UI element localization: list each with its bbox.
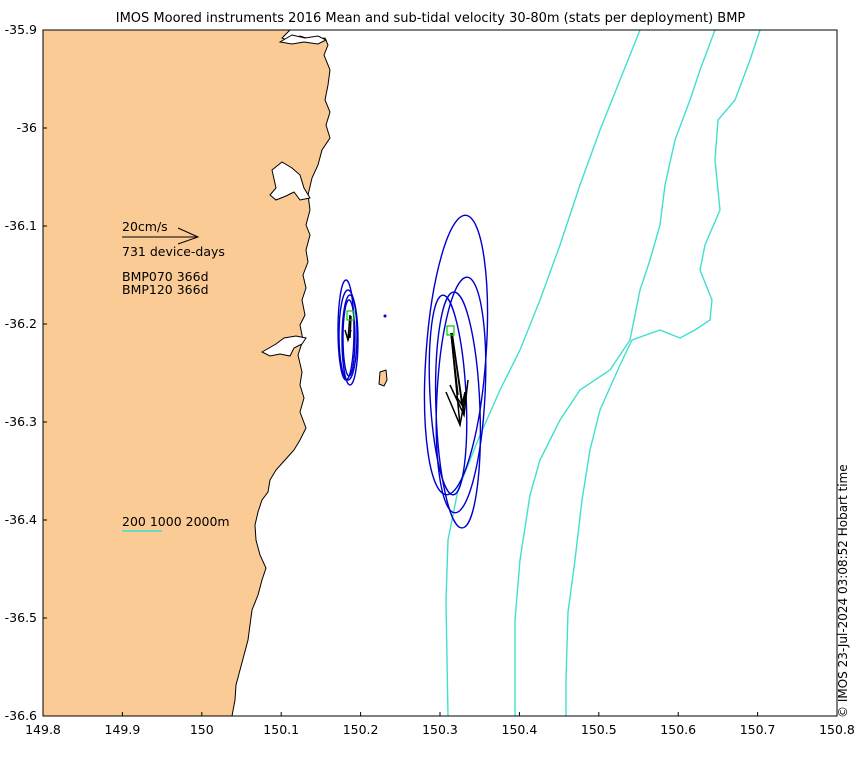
island [378, 369, 388, 387]
x-tick-label: 150.7 [740, 722, 776, 737]
x-tick-label: 150.1 [263, 722, 299, 737]
x-tick-label: 150 [190, 722, 214, 737]
y-tick-label: -36 [17, 120, 37, 135]
isobath-1000m [514, 30, 716, 716]
x-tick-label: 149.8 [25, 722, 61, 737]
inlet-middle [269, 161, 311, 201]
x-tick-label: 150.3 [422, 722, 458, 737]
y-tick-label: -35.9 [5, 22, 37, 37]
x-tick-label: 149.9 [105, 722, 141, 737]
x-tick-label: 150.5 [581, 722, 617, 737]
x-tick-label: 150.8 [819, 722, 855, 737]
legend-scale-arrow [122, 227, 200, 245]
x-axis: 149.8 149.9 150 150.1 150.2 150.3 150.4 150.5 15… [25, 712, 855, 737]
y-tick-label: -36.4 [5, 512, 37, 527]
y-tick-label: -36.6 [5, 708, 37, 723]
coastline-land [43, 30, 331, 716]
site-marker-bmp070 [346, 310, 355, 321]
x-tick-label: 150.4 [502, 722, 538, 737]
variance-ellipses-bmp120 [423, 214, 489, 529]
y-tick-label: -36.2 [5, 316, 37, 331]
credit-text: © IMOS 23-Jul-2024 03:08:52 Hobart time [836, 464, 850, 718]
map-title: IMOS Moored instruments 2016 Mean and su… [115, 11, 746, 26]
isobath-2000m [565, 30, 761, 716]
x-tick-label: 150.6 [660, 722, 696, 737]
legend-deployment-1: BMP070 366d [122, 269, 209, 284]
velocity-arrows-bmp120 [445, 332, 469, 428]
velocity-arrows-bmp070 [344, 314, 352, 343]
x-tick-label: 150.2 [343, 722, 379, 737]
legend-deployment-2: BMP120 366d [122, 282, 209, 297]
point-marker [383, 314, 387, 318]
inlet-south [260, 335, 307, 357]
site-marker-bmp120 [446, 325, 455, 336]
variance-ellipses-bmp070 [337, 279, 359, 386]
legend-isobaths: 200 1000 2000m [122, 514, 230, 529]
y-tick-label: -36.5 [5, 610, 37, 625]
y-axis: -35.9 -36 -36.1 -36.2 -36.3 -36.4 -36.5 -36.6 [5, 22, 47, 723]
inlet-north [278, 34, 328, 45]
y-tick-label: -36.1 [5, 218, 37, 233]
legend-device-days: 731 device-days [122, 244, 225, 259]
isobath-200m [445, 30, 641, 716]
legend-scale-label: 20cm/s [122, 219, 168, 234]
y-tick-label: -36.3 [5, 414, 37, 429]
